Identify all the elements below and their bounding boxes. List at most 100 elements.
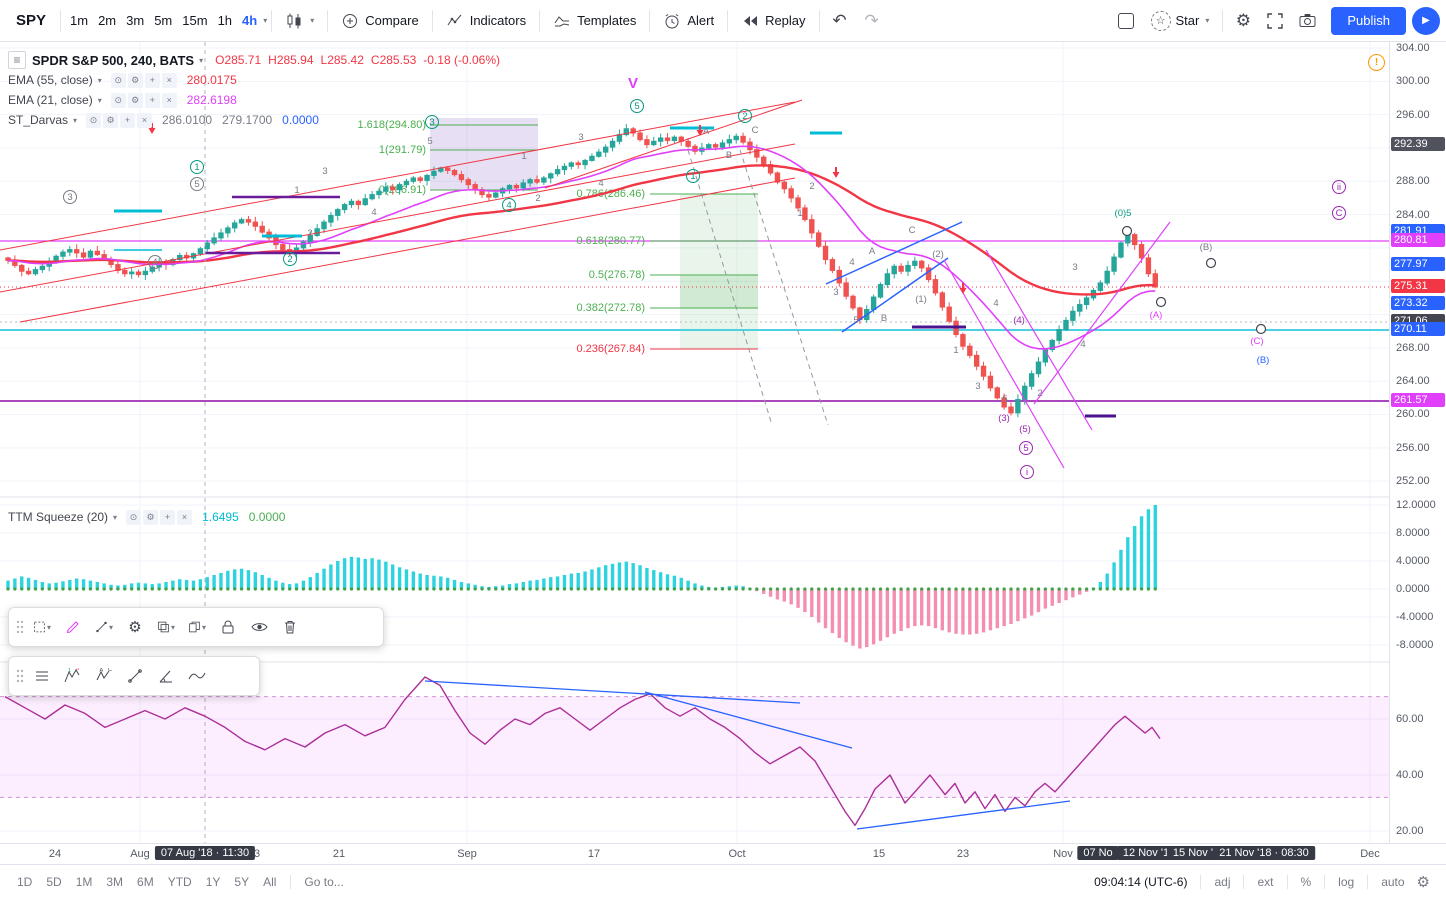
chevron-down-icon[interactable]: ▾ — [263, 16, 268, 25]
legend: ≡ SPDR S&P 500, 240, BATS ▾ O285.71 H285… — [8, 50, 500, 130]
time-axis[interactable]: 24 Aug 3 21 Sep 17 Oct 15 23 Nov Dec 07 Aug '18 · 1… — [0, 843, 1446, 865]
range-3m[interactable]: 3M — [99, 871, 130, 893]
chevron-down-icon[interactable]: ▾ — [97, 75, 102, 85]
compare-button[interactable]: Compare — [332, 7, 427, 35]
symbol-title[interactable]: SPDR S&P 500, 240, BATS — [32, 52, 195, 68]
price-axis-label: 20.00 — [1396, 825, 1424, 837]
close-icon[interactable]: × — [137, 112, 153, 128]
replay-button[interactable]: Replay — [732, 7, 814, 35]
separator — [727, 9, 729, 32]
close-icon[interactable]: × — [161, 92, 177, 108]
draw-settings-button[interactable]: ⚙ — [120, 612, 150, 642]
publish-play-button[interactable]: ▶ — [1412, 6, 1440, 35]
add-icon[interactable]: + — [120, 112, 136, 128]
main-chart[interactable]: 1.618(294.80)1(291.79)0(286.91) 0.786(286… — [0, 42, 1389, 843]
range-5y[interactable]: 5Y — [227, 871, 256, 893]
trendline-tool-button[interactable]: ▾ — [89, 612, 119, 642]
redo-button[interactable]: ↷ — [856, 7, 888, 35]
timeframe-4h[interactable]: 4h — [237, 7, 262, 35]
toggle-adj[interactable]: adj — [1208, 873, 1236, 891]
add-icon[interactable]: + — [144, 92, 160, 108]
add-icon[interactable]: + — [160, 509, 176, 525]
clone-button[interactable]: ▾ — [182, 612, 212, 642]
svg-text:5: 5 — [1023, 443, 1028, 454]
toggle-log[interactable]: log — [1332, 873, 1360, 891]
visibility-icon[interactable]: ⊙ — [126, 509, 142, 525]
curve-tool-button[interactable] — [182, 661, 212, 691]
settings-icon[interactable]: ⚙ — [143, 509, 159, 525]
toggle-ext[interactable]: ext — [1251, 873, 1279, 891]
range-6m[interactable]: 6M — [130, 871, 161, 893]
delete-button[interactable] — [275, 612, 305, 642]
range-1m[interactable]: 1M — [69, 871, 100, 893]
svg-text:1: 1 — [68, 668, 71, 674]
fullscreen-button[interactable] — [1259, 7, 1291, 35]
publish-button[interactable]: Publish — [1331, 6, 1406, 35]
undo-button[interactable]: ↶ — [824, 7, 856, 35]
toggle-percent[interactable]: % — [1295, 873, 1318, 891]
timeframe-2m[interactable]: 2m — [93, 7, 121, 35]
wave-list-button[interactable] — [27, 661, 57, 691]
range-all[interactable]: All — [256, 871, 283, 893]
lock-button[interactable] — [213, 612, 243, 642]
line-tool-button[interactable] — [120, 661, 150, 691]
visibility-icon[interactable]: ⊙ — [110, 92, 126, 108]
range-ytd[interactable]: YTD — [161, 871, 199, 893]
range-5d[interactable]: 5D — [39, 871, 68, 893]
symbol-button[interactable]: SPY — [6, 7, 56, 35]
toggle-auto[interactable]: auto — [1375, 873, 1410, 891]
close-icon[interactable]: × — [161, 72, 177, 88]
indicators-button[interactable]: Indicators — [437, 7, 535, 35]
range-1d[interactable]: 1D — [10, 871, 39, 893]
chart-style-button[interactable]: ▾ — [276, 7, 323, 35]
indicator-row-0-value-0: 280.0175 — [186, 73, 237, 87]
chevron-down-icon[interactable]: ▾ — [199, 55, 204, 65]
timeframe-3m[interactable]: 3m — [121, 7, 149, 35]
axis-settings-button[interactable]: ⚙ — [1411, 871, 1436, 893]
separator — [1222, 9, 1224, 32]
templates-button[interactable]: Templates — [544, 7, 645, 35]
timeframe-1m[interactable]: 1m — [65, 7, 93, 35]
visibility-icon[interactable]: ⊙ — [110, 72, 126, 88]
save-layout-button[interactable]: ☆ Star ▾ — [1142, 7, 1219, 35]
drag-handle-icon[interactable] — [14, 661, 26, 691]
price-axis[interactable]: 304.00 300.00 296.00 288.00 284.00 268.00 264.… — [1389, 42, 1446, 843]
clock-button[interactable]: 09:04:14 (UTC-6) — [1088, 873, 1193, 891]
drag-handle-icon[interactable] — [14, 612, 26, 642]
chevron-down-icon[interactable]: ▾ — [73, 115, 78, 125]
layout-button[interactable] — [1110, 7, 1142, 35]
pencil-tool-button[interactable] — [58, 612, 88, 642]
goto-button[interactable]: Go to... — [298, 873, 349, 891]
range-1y[interactable]: 1Y — [199, 871, 228, 893]
add-icon[interactable]: + — [144, 72, 160, 88]
chart-menu-icon[interactable]: ≡ — [8, 51, 26, 69]
visibility-icon[interactable]: ⊙ — [86, 112, 102, 128]
price-tag: 280.81 — [1391, 233, 1445, 247]
price-axis-label: 12.0000 — [1396, 499, 1436, 511]
timeframe-15m[interactable]: 15m — [177, 7, 212, 35]
object-tree-button[interactable]: ▾ — [151, 612, 181, 642]
separator — [1367, 874, 1369, 889]
chevron-down-icon[interactable]: ▾ — [97, 95, 102, 105]
ttm-histogram — [6, 505, 1157, 649]
separator — [271, 9, 273, 32]
close-icon[interactable]: × — [177, 509, 193, 525]
warning-icon[interactable]: ! — [1368, 54, 1385, 71]
snapshot-button[interactable] — [1291, 7, 1323, 35]
settings-button[interactable]: ⚙ — [1227, 7, 1259, 35]
settings-icon[interactable]: ⚙ — [127, 92, 143, 108]
svg-text:(3): (3) — [998, 413, 1010, 424]
timeframe-5m[interactable]: 5m — [149, 7, 177, 35]
svg-text:i: i — [1026, 467, 1028, 478]
chevron-down-icon[interactable]: ▾ — [113, 512, 118, 522]
settings-icon[interactable]: ⚙ — [127, 72, 143, 88]
price-axis-label: 284.00 — [1396, 209, 1430, 221]
timeframe-1h[interactable]: 1h — [213, 7, 237, 35]
settings-icon[interactable]: ⚙ — [103, 112, 119, 128]
selection-tool-button[interactable]: ▾ — [27, 612, 57, 642]
angle-tool-button[interactable] — [151, 661, 181, 691]
hide-drawings-button[interactable] — [244, 612, 274, 642]
alert-button[interactable]: Alert — [654, 7, 723, 35]
